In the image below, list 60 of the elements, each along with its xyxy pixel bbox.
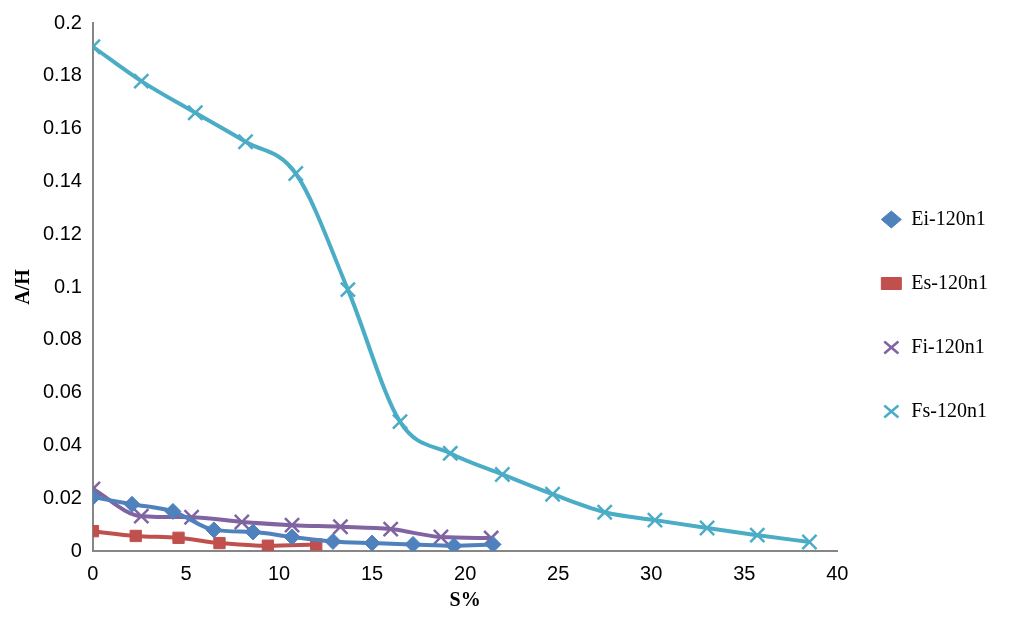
point xyxy=(287,165,305,182)
x-tick-label: 5 xyxy=(180,561,192,584)
point xyxy=(283,528,301,546)
x-tick-label: 0 xyxy=(87,561,99,584)
y-tick-label: 0.18 xyxy=(42,63,82,86)
y-tick-label: 0.12 xyxy=(42,221,82,244)
point xyxy=(441,445,459,462)
point xyxy=(324,533,342,550)
point xyxy=(432,528,450,546)
point xyxy=(244,523,262,541)
x-axis-title: S% xyxy=(449,588,481,611)
point xyxy=(132,72,150,90)
point xyxy=(544,485,561,503)
point xyxy=(205,521,223,539)
y-tick-label: 0.04 xyxy=(42,432,82,455)
y-tick-label: 0.08 xyxy=(42,327,82,350)
point xyxy=(596,503,614,521)
point xyxy=(283,516,301,534)
point xyxy=(698,519,716,537)
point xyxy=(123,495,141,513)
point xyxy=(646,511,664,529)
legend-label: Fi-120n1 xyxy=(911,334,985,357)
point xyxy=(484,535,502,551)
y-tick-label: 0.14 xyxy=(42,168,82,191)
point xyxy=(233,513,251,531)
y-tick-label: 0.06 xyxy=(42,380,82,403)
point xyxy=(445,537,463,551)
point xyxy=(332,518,349,536)
x-tick-label: 40 xyxy=(826,561,849,584)
y-tick-label: 0.1 xyxy=(54,274,82,297)
point xyxy=(172,531,185,544)
point xyxy=(261,539,275,551)
legend-label: Es-120n1 xyxy=(911,270,989,293)
point xyxy=(748,526,766,544)
y-tick-label: 0.16 xyxy=(42,116,82,139)
x-tick-label: 20 xyxy=(454,561,477,584)
point xyxy=(339,281,357,298)
point xyxy=(132,507,150,525)
point xyxy=(237,133,254,151)
point xyxy=(186,104,204,122)
y-tick-label: 0.2 xyxy=(54,10,82,33)
point xyxy=(129,529,142,543)
point xyxy=(801,533,818,551)
y-tick-label: 0 xyxy=(70,538,82,561)
point xyxy=(382,520,400,538)
point xyxy=(391,413,409,430)
y-tick-label: 0.02 xyxy=(42,485,82,508)
y-axis-title: A/H xyxy=(11,268,34,305)
x-tick-label: 30 xyxy=(640,561,663,584)
legend-label: Fs-120n1 xyxy=(911,398,987,421)
point xyxy=(164,502,182,520)
x-tick-label: 25 xyxy=(547,561,570,584)
x-tick-label: 35 xyxy=(733,561,756,584)
x-tick-label: 15 xyxy=(360,561,384,584)
x-tick-label: 10 xyxy=(267,561,291,584)
point xyxy=(494,466,511,483)
legend-label: Ei-120n1 xyxy=(911,206,986,229)
point xyxy=(363,534,381,551)
point xyxy=(404,535,422,551)
point xyxy=(213,536,226,550)
